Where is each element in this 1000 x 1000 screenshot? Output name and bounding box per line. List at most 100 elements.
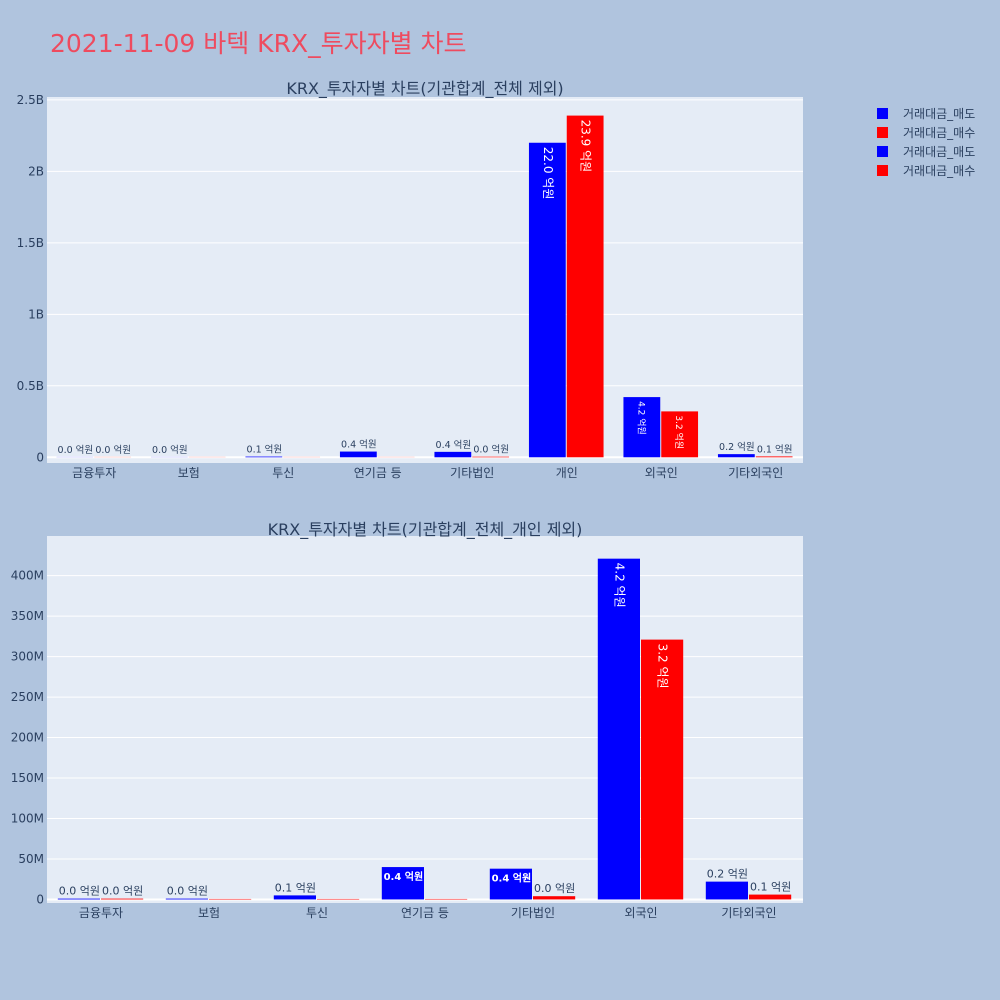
- bar[interactable]: [245, 456, 283, 458]
- x-tick-label: 보험: [198, 906, 220, 920]
- data-label: 0.4 억원: [341, 439, 377, 451]
- plot-area: [47, 97, 803, 463]
- chart-1: KRX_투자자별 차트(기관합계_전체 제외) 0 0.5B 1B 1.5B 2B 2.5B…: [17, 79, 803, 480]
- x-tick-label: 금융투자: [72, 466, 116, 480]
- legend-swatch[interactable]: [877, 127, 888, 138]
- y-tick-label: 250M: [11, 690, 44, 704]
- x-tick-label: 기타외국인: [721, 906, 776, 920]
- data-label: 0.0 억원: [473, 444, 509, 456]
- bar[interactable]: [94, 456, 132, 458]
- data-label: 4.2 억원: [635, 401, 647, 435]
- data-label: 3.2 억원: [673, 415, 685, 449]
- bar[interactable]: [623, 397, 661, 458]
- bar[interactable]: [472, 456, 510, 458]
- x-tick-label: 연기금 등: [354, 466, 402, 480]
- y-tick-label: 200M: [11, 731, 44, 745]
- bar[interactable]: [317, 898, 360, 900]
- y-tick-label: 300M: [11, 650, 44, 664]
- chart-title: KRX_투자자별 차트(기관합계_전체_개인 제외): [268, 520, 583, 540]
- y-tick-label: 350M: [11, 609, 44, 623]
- data-label: 0.0 억원: [95, 444, 131, 456]
- data-label: 0.1 억원: [247, 444, 283, 456]
- legend-label[interactable]: 거래대금_매도: [903, 145, 975, 159]
- data-label: 0.4 억원: [492, 872, 532, 885]
- data-label: 3.2 억원: [656, 644, 670, 689]
- y-tick-label: 0: [36, 892, 44, 906]
- bar[interactable]: [489, 868, 532, 900]
- data-label: 0.4 억원: [436, 439, 472, 451]
- data-label: 0.0 억원: [58, 444, 94, 456]
- data-label: 0.0 억원: [152, 444, 188, 456]
- bar[interactable]: [56, 456, 94, 458]
- x-tick-label: 외국인: [624, 906, 657, 920]
- data-label: 0.1 억원: [750, 881, 791, 894]
- y-tick-label: 100M: [11, 811, 44, 825]
- bar[interactable]: [597, 558, 640, 900]
- x-tick-label: 투신: [306, 906, 328, 920]
- bar[interactable]: [188, 456, 226, 458]
- bar[interactable]: [339, 451, 377, 458]
- bar[interactable]: [101, 898, 144, 900]
- legend-label[interactable]: 거래대금_매수: [903, 126, 975, 140]
- y-tick-label: 400M: [11, 569, 44, 583]
- data-label: 0.0 억원: [534, 882, 575, 895]
- bar[interactable]: [57, 898, 100, 900]
- bar[interactable]: [717, 454, 755, 458]
- bar[interactable]: [381, 867, 424, 900]
- legend-swatch[interactable]: [877, 165, 888, 176]
- data-label: 0.1 억원: [275, 881, 316, 894]
- data-label: 23.9 억원: [579, 120, 593, 173]
- bar[interactable]: [533, 896, 576, 900]
- bar[interactable]: [283, 456, 321, 458]
- bar[interactable]: [661, 411, 699, 458]
- legend-label[interactable]: 거래대금_매도: [903, 107, 975, 121]
- data-label: 0.2 억원: [707, 868, 748, 881]
- y-tick-label: 1.5B: [17, 236, 44, 250]
- y-tick-label: 1B: [28, 307, 44, 321]
- chart-title: KRX_투자자별 차트(기관합계_전체 제외): [286, 79, 563, 99]
- x-tick-label: 보험: [178, 466, 200, 480]
- x-tick-label: 개인: [556, 466, 578, 480]
- data-label: 0.1 억원: [757, 443, 793, 455]
- bar[interactable]: [755, 456, 793, 458]
- bar[interactable]: [641, 639, 684, 900]
- bar[interactable]: [749, 894, 792, 900]
- data-label: 0.0 억원: [167, 885, 208, 898]
- bar[interactable]: [150, 456, 188, 458]
- data-label: 0.4 억원: [384, 870, 424, 883]
- plot-area: [47, 536, 803, 903]
- x-tick-label: 연기금 등: [401, 906, 449, 920]
- bar[interactable]: [273, 895, 316, 900]
- bar[interactable]: [425, 898, 468, 900]
- y-tick-label: 0.5B: [17, 379, 44, 393]
- x-tick-label: 투신: [272, 466, 294, 480]
- y-tick-label: 2B: [28, 164, 44, 178]
- x-tick-label: 외국인: [645, 466, 678, 480]
- chart-2: KRX_투자자별 차트(기관합계_전체_개인 제외) 0 50M 100M 150M 20…: [11, 520, 803, 920]
- bar[interactable]: [165, 898, 208, 900]
- y-tick-label: 2.5B: [17, 93, 44, 107]
- data-label: 4.2 억원: [612, 563, 626, 608]
- data-label: 0.2 억원: [719, 441, 755, 453]
- legend-swatch[interactable]: [877, 146, 888, 157]
- y-tick-label: 150M: [11, 771, 44, 785]
- main-title: 2021-11-09 바텍 KRX_투자자별 차트: [50, 29, 467, 58]
- bar[interactable]: [566, 115, 604, 458]
- bar[interactable]: [377, 456, 415, 458]
- y-tick-label: 0: [36, 450, 44, 464]
- x-tick-label: 기타법인: [511, 906, 555, 920]
- bar[interactable]: [528, 142, 566, 458]
- y-tick-label: 50M: [18, 852, 44, 866]
- bar[interactable]: [705, 881, 748, 900]
- bar[interactable]: [209, 898, 252, 900]
- data-label: 0.0 억원: [59, 885, 100, 898]
- x-tick-label: 기타법인: [450, 466, 494, 480]
- legend-label[interactable]: 거래대금_매수: [903, 164, 975, 178]
- x-tick-label: 금융투자: [79, 906, 123, 920]
- bar[interactable]: [434, 451, 472, 458]
- data-label: 0.0 억원: [102, 885, 143, 898]
- legend-swatch[interactable]: [877, 108, 888, 119]
- data-label: 22.0 억원: [541, 147, 555, 200]
